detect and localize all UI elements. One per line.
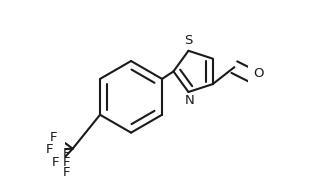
Text: F: F (46, 143, 53, 156)
Text: F: F (62, 156, 70, 169)
Text: F: F (50, 131, 58, 144)
Text: F: F (62, 166, 70, 179)
Text: F: F (52, 156, 59, 169)
Text: F: F (62, 147, 70, 160)
Text: S: S (184, 34, 192, 47)
Text: O: O (254, 67, 264, 80)
Text: N: N (184, 94, 194, 107)
